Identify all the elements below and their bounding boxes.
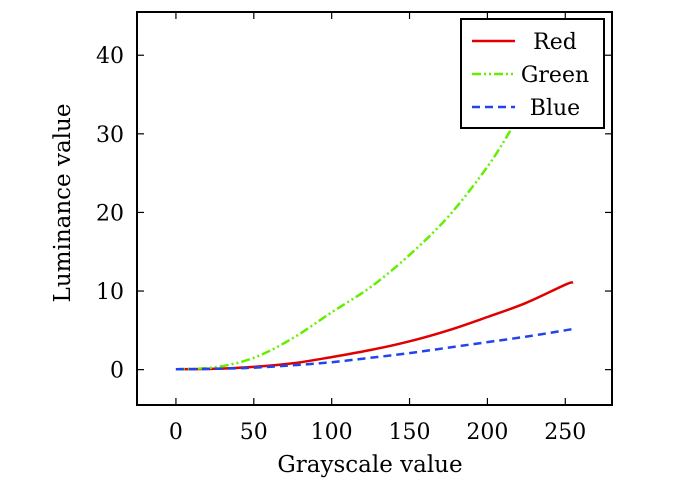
y-tick-label: 10 — [96, 280, 124, 305]
x-tick-label: 150 — [389, 420, 431, 445]
legend-label-green: Green — [521, 63, 589, 88]
series-line-green — [175, 129, 512, 371]
axis-ticks: 0 50 100 150 200 250 0 10 20 30 40 — [96, 12, 612, 445]
series-line-red — [175, 281, 574, 371]
series-layer — [175, 129, 574, 371]
legend-label-red: Red — [533, 30, 577, 55]
x-tick-label: 200 — [466, 420, 508, 445]
y-tick-label: 0 — [110, 359, 124, 384]
y-tick-label: 40 — [96, 44, 124, 69]
x-tick-label: 100 — [311, 420, 353, 445]
x-tick-label: 50 — [240, 420, 268, 445]
legend-label-blue: Blue — [530, 96, 580, 121]
x-axis-label: Grayscale value — [277, 452, 462, 478]
series-line-blue — [175, 327, 574, 371]
y-axis-label: Luminance value — [50, 104, 76, 303]
legend: Red Green Blue — [460, 18, 605, 129]
y-tick-label: 30 — [96, 123, 124, 148]
y-tick-label: 20 — [96, 201, 124, 226]
legend-entries: Red Green Blue — [472, 30, 589, 121]
x-tick-label: 0 — [169, 420, 183, 445]
x-tick-label: 250 — [544, 420, 586, 445]
